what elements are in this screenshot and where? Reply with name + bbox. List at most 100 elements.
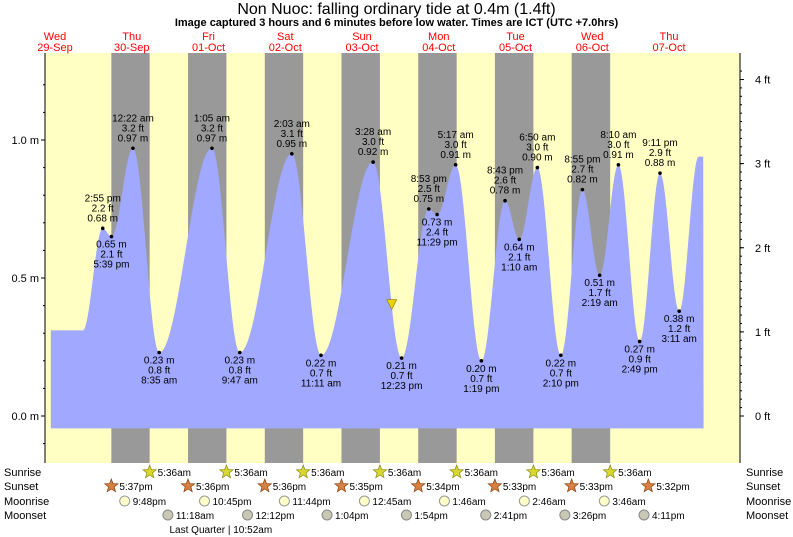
astro-row-label-right: Sunrise — [746, 467, 783, 479]
sunset-time: 5:32pm — [656, 482, 689, 493]
date-label: 02-Oct — [269, 42, 302, 54]
moonset-icon — [559, 509, 571, 521]
moonset-time: 1:54pm — [414, 511, 447, 522]
moonset-icon — [480, 509, 492, 521]
high-tide-point — [371, 160, 375, 164]
date-label: 03-Oct — [346, 42, 379, 54]
extreme-time-label: 1:05 am — [194, 113, 230, 124]
sunrise-time: 5:36am — [541, 468, 574, 479]
sunset-icon — [257, 478, 273, 493]
astro-row-label-left: Moonrise — [4, 496, 49, 508]
y-tick-label-ft: 3 ft — [755, 159, 770, 171]
extreme-m-label: 0.91 m — [440, 150, 471, 161]
y-tick-label-m: 1.0 m — [11, 135, 39, 147]
extreme-time-label: 8:10 am — [600, 130, 636, 141]
extreme-time-label: 8:55 pm — [564, 155, 600, 166]
extreme-m-label: 0.73 m — [422, 218, 453, 229]
extreme-time-label: 2:49 pm — [622, 364, 658, 375]
moonrise-icon — [598, 495, 610, 507]
extreme-ft-label: 3.0 ft — [362, 137, 384, 148]
sunrise-time: 5:36am — [388, 468, 421, 479]
moonrise-icon — [358, 495, 370, 507]
high-tide-point — [658, 171, 662, 175]
extreme-m-label: 0.23 m — [144, 356, 175, 367]
extreme-m-label: 0.97 m — [118, 133, 149, 144]
high-tide-point — [100, 226, 105, 231]
moonrise-time: 2:46am — [532, 497, 565, 508]
extreme-m-label: 0.78 m — [490, 186, 521, 197]
extreme-m-label: 0.82 m — [567, 175, 598, 186]
date-labels: Wed29-SepThu30-SepFri01-OctSat02-OctSun0… — [37, 31, 685, 54]
y-tick-label-ft: 1 ft — [755, 327, 770, 339]
moonrise-icon — [278, 495, 290, 507]
extreme-time-label: 12:23 pm — [381, 381, 423, 392]
sunset-time: 5:37pm — [119, 482, 152, 493]
sunset-icon — [103, 478, 119, 493]
extreme-m-label: 0.38 m — [664, 314, 695, 325]
sunrise-time: 5:36am — [618, 468, 651, 479]
extreme-time-label: 9:11 pm — [642, 138, 677, 149]
sunset-icon — [640, 478, 656, 493]
low-tide-point — [435, 212, 439, 217]
day-label: Thu — [660, 31, 679, 43]
date-label: 04-Oct — [422, 42, 455, 54]
astro-row-label-right: Sunset — [746, 481, 780, 493]
extreme-time-label: 5:17 am — [438, 130, 474, 141]
sunset-time: 5:36pm — [273, 482, 306, 493]
chart-subtitle: Image captured 3 hours and 6 minutes bef… — [174, 17, 619, 29]
extreme-time-label: 8:43 pm — [487, 166, 523, 177]
extreme-m-label: 0.22 m — [306, 358, 337, 369]
moon-phase-label: Last Quarter | 10:52am — [170, 525, 273, 536]
astro-row-label-left: Sunset — [4, 481, 38, 493]
sunset-icon — [410, 478, 426, 493]
moonrise-icon — [199, 495, 211, 507]
moonset-icon — [162, 509, 174, 521]
chart-title: Non Nuoc: falling ordinary tide at 0.4m … — [237, 1, 556, 18]
moonset-time: 4:11pm — [652, 511, 685, 522]
moonset-time: 11:18am — [176, 511, 214, 522]
extreme-ft-label: 0.7 ft — [310, 368, 332, 379]
y-tick-label-m: 0.0 m — [11, 411, 39, 423]
sunset-time: 5:34pm — [426, 482, 459, 493]
extreme-m-label: 0.88 m — [645, 158, 676, 169]
moonset-time: 1:04pm — [335, 511, 368, 522]
astro-row-label-left: Sunrise — [4, 467, 41, 479]
sunset-icon — [564, 478, 580, 493]
extreme-time-label: 2:55 pm — [85, 193, 121, 204]
extreme-time-label: 11:29 pm — [417, 238, 458, 249]
extreme-time-label: 3:11 am — [661, 334, 696, 345]
astro-row-label-right: Moonset — [746, 510, 788, 522]
y-tick-label-ft: 0 ft — [755, 411, 770, 423]
extreme-ft-label: 2.6 ft — [494, 176, 516, 187]
date-label: 29-Sep — [37, 42, 72, 54]
low-tide-point — [637, 339, 642, 344]
moonrise-icon — [119, 495, 131, 507]
extreme-time-label: 1:10 am — [501, 262, 537, 273]
extreme-time-label: 1:19 pm — [463, 384, 499, 395]
moonrise-icon — [438, 495, 450, 507]
moonrise-time: 12:45am — [372, 497, 411, 508]
extreme-labels: 2:55 pm2.2 ft0.68 m0.65 m2.1 ft5:39 pm12… — [85, 113, 697, 395]
extreme-ft-label: 3.1 ft — [281, 129, 303, 140]
high-tide-point — [426, 207, 431, 211]
extreme-ft-label: 2.9 ft — [649, 148, 671, 159]
moonrise-icon — [518, 495, 530, 507]
extreme-m-label: 0.21 m — [386, 361, 417, 372]
sunrise-icon — [295, 464, 311, 479]
y-tick-label-ft: 4 ft — [755, 75, 770, 87]
tide-curve — [50, 148, 704, 429]
sunset-icon — [487, 478, 503, 493]
extreme-time-label: 5:39 pm — [93, 260, 129, 271]
sunrise-icon — [525, 464, 542, 479]
day-label: Sat — [277, 31, 294, 43]
extreme-ft-label: 1.7 ft — [589, 288, 611, 299]
extreme-m-label: 0.75 m — [413, 194, 444, 205]
moonrise-time: 1:46am — [452, 497, 485, 508]
extreme-time-label: 2:10 pm — [543, 378, 579, 389]
low-tide-point — [559, 353, 563, 358]
day-label: Tue — [506, 31, 525, 43]
extreme-time-label: 3:28 am — [355, 127, 391, 138]
moonset-time: 12:12pm — [256, 511, 295, 522]
extreme-m-label: 0.27 m — [624, 344, 655, 355]
extreme-ft-label: 3.2 ft — [201, 123, 223, 134]
